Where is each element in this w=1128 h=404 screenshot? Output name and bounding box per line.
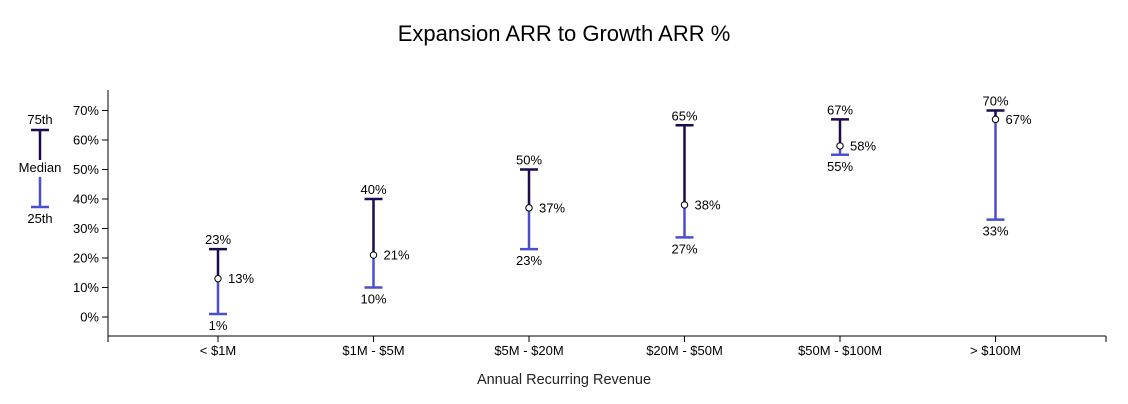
median-label: 13%: [228, 271, 254, 286]
median-label: 21%: [384, 248, 410, 263]
median-point: [214, 274, 222, 283]
y-tick-label: 70%: [73, 103, 99, 118]
y-tick-label: 50%: [73, 162, 99, 177]
range-group: 50% 37% 23%: [516, 153, 565, 269]
p25-label: 10%: [360, 292, 386, 307]
p25-label: 55%: [827, 159, 853, 174]
p25-label: 23%: [516, 253, 542, 268]
axes: 0% 10% 20% 30% 40% 50% 60% 70% < $1M $1M - $5M $5M…: [73, 90, 1107, 358]
median-point: [525, 204, 533, 212]
legend-75th-label: 75th: [27, 112, 52, 127]
median-label: 67%: [1006, 112, 1032, 127]
median-label: 37%: [539, 200, 565, 215]
series: 23% 13% 1% 40% 21% 10% 50% 37% 23% 65% 38% 27% 67% 58…: [205, 94, 1032, 334]
range-group: 40% 21% 10%: [360, 182, 409, 307]
legend-25th-label: 25th: [27, 211, 52, 226]
y-tick-label: 60%: [73, 133, 99, 148]
p75-label: 40%: [360, 182, 386, 197]
chart-title: Expansion ARR to Growth ARR %: [398, 21, 731, 46]
range-group: 70% 67% 33%: [982, 94, 1031, 239]
range-group: 67% 58% 55%: [827, 102, 876, 173]
y-tick-label: 20%: [73, 251, 99, 266]
median-point: [836, 142, 844, 150]
x-tick-label: $5M - $20M: [494, 343, 563, 358]
y-tick-label: 10%: [73, 280, 99, 295]
median-point: [369, 251, 378, 259]
range-group: 23% 13% 1%: [205, 232, 254, 333]
y-tick-label: 30%: [73, 221, 99, 236]
x-tick-label: > $100M: [970, 343, 1021, 358]
x-tick-label: $50M - $100M: [798, 343, 882, 358]
median-point: [680, 201, 689, 209]
p25-label: 1%: [209, 318, 228, 333]
x-tick-label: $20M - $50M: [646, 343, 723, 358]
x-tick-label: $1M - $5M: [342, 343, 404, 358]
median-label: 38%: [695, 197, 721, 212]
x-axis-title: Annual Recurring Revenue: [477, 372, 651, 388]
legend-median-label: Median: [19, 160, 62, 175]
y-tick-label: 40%: [73, 192, 99, 207]
median-point: [991, 115, 1000, 124]
p25-label: 27%: [671, 241, 697, 256]
legend: 75th Median 25th: [19, 112, 62, 226]
p75-label: 23%: [205, 232, 231, 247]
range-group: 65% 38% 27%: [671, 108, 720, 256]
p75-label: 50%: [516, 153, 542, 168]
p75-label: 67%: [827, 102, 853, 117]
y-tick-label: 0%: [80, 310, 99, 325]
x-tick-label: < $1M: [200, 343, 237, 358]
p75-label: 70%: [982, 94, 1008, 109]
p75-label: 65%: [671, 108, 697, 123]
p25-label: 33%: [982, 224, 1008, 239]
median-label: 58%: [850, 138, 876, 153]
